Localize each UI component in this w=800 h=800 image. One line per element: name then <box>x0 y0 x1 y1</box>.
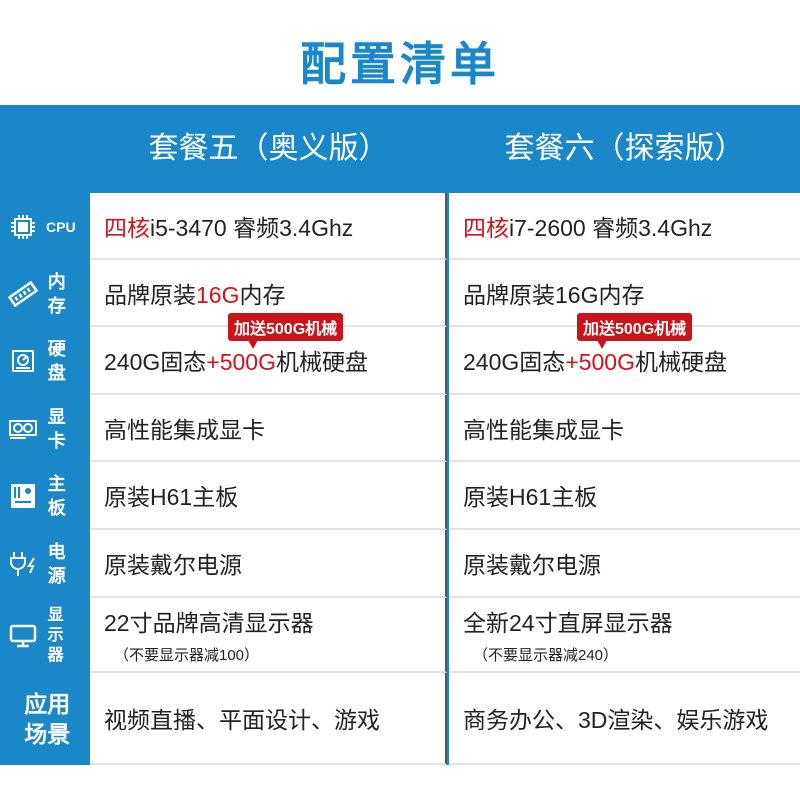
cell-text: 商务办公、3D渲染、娱乐游戏 <box>463 707 769 733</box>
cell-text: 高性能集成显卡 <box>463 416 624 443</box>
package-5-cell: 原装H61主板 <box>90 462 447 530</box>
cell-text: 原装H61主板 <box>463 484 598 510</box>
cell-text: 品牌原装16G内存 <box>463 281 645 308</box>
hard-disk-icon <box>0 349 46 373</box>
row-label: 主板 <box>47 474 66 518</box>
motherboard-icon <box>0 483 46 509</box>
package-5-cell: 视频直播、平面设计、游戏 <box>90 673 447 765</box>
cell-note: （不要显示器减100） <box>114 647 260 664</box>
row-label: 内存 <box>47 271 66 316</box>
spec-row: 应用场景 视频直播、平面设计、游戏 商务办公、3D渲染、娱乐游戏 <box>0 673 800 765</box>
cell-highlight: 四核 <box>463 214 509 241</box>
package-5-cell: 高性能集成显卡 <box>90 395 447 462</box>
spec-row: 显卡 高性能集成显卡 高性能集成显卡 <box>0 395 800 462</box>
row-label: 显卡 <box>47 406 66 451</box>
row-header: 硬盘 <box>0 327 90 395</box>
row-header: 电源 <box>0 530 90 598</box>
cell-text: 240G固态 <box>463 349 566 375</box>
cell-text: 机械硬盘 <box>634 349 727 375</box>
cell-text: 240G固态 <box>104 349 207 375</box>
cell-text: 原装戴尔电源 <box>463 552 601 578</box>
cell-highlight: +500G <box>565 349 635 375</box>
row-header: 显卡 <box>0 395 90 462</box>
package-5-cell: 22寸品牌高清显示器 （不要显示器减100） <box>90 598 447 673</box>
cell-text: i5-3470 睿频3.4Ghz <box>150 214 354 241</box>
row-header: 主板 <box>0 462 90 530</box>
row-label: 显示器 <box>47 606 64 664</box>
package-6-cell: 原装戴尔电源 <box>449 530 800 598</box>
cell-text: i7-2600 睿频3.4Ghz <box>509 214 713 241</box>
package-5-cell: 原装戴尔电源 <box>90 530 447 598</box>
cell-text: 全新24寸直屏显示器 <box>463 610 673 636</box>
package-6-cell: 全新24寸直屏显示器 （不要显示器减240） <box>449 598 800 673</box>
cpu-icon <box>0 214 46 240</box>
column-header-package-6: 套餐六（探索版） <box>504 132 745 165</box>
monitor-icon <box>0 623 46 649</box>
ram-icon <box>0 280 46 307</box>
cell-text: 原装戴尔电源 <box>104 552 242 578</box>
row-header: 内存 <box>0 260 90 327</box>
row-header: 显示器 <box>0 598 90 673</box>
spec-row: 电源 原装戴尔电源 原装戴尔电源 <box>0 530 800 598</box>
row-header: 应用场景 <box>0 673 90 765</box>
package-5-cell: 四核i5-3470 睿频3.4Ghz <box>90 193 447 260</box>
cell-text: 视频直播、平面设计、游戏 <box>104 707 380 733</box>
package-6-cell: 商务办公、3D渲染、娱乐游戏 <box>449 673 800 765</box>
cell-text: 内存 <box>239 281 286 308</box>
row-label: 电源 <box>47 542 66 586</box>
cell-text: 品牌原装 <box>104 281 196 308</box>
package-6-cell: 四核i7-2600 睿频3.4Ghz <box>449 193 800 260</box>
cell-text: 高性能集成显卡 <box>104 416 265 443</box>
cell-text: 机械硬盘 <box>275 349 368 375</box>
row-header: CPU <box>0 193 90 260</box>
package-6-cell: 品牌原装16G内存 <box>449 260 800 327</box>
spec-row: 硬盘 240G固态+500G机械硬盘 240G固态+500G机械硬盘 加送500G… <box>0 313 800 395</box>
column-header-package-5: 套餐五（奥义版） <box>148 132 389 165</box>
gift-badge: 加送500G机械 <box>577 313 693 349</box>
row-label: CPU <box>46 218 76 235</box>
spec-row: 主板 原装H61主板 原装H61主板 <box>0 462 800 530</box>
spec-row: CPU 四核i5-3470 睿频3.4Ghz 四核i7-2600 睿频3.4Gh… <box>0 193 800 260</box>
graphics-card-icon <box>0 418 46 440</box>
cell-highlight: 四核 <box>104 214 150 241</box>
gift-badge: 加送500G机械 <box>228 313 344 349</box>
cell-note: （不要显示器减240） <box>473 647 619 664</box>
page-title: 配置清单 <box>300 38 500 90</box>
package-6-cell: 高性能集成显卡 <box>449 395 800 462</box>
row-label: 硬盘 <box>47 339 66 383</box>
row-label: 应用场景 <box>24 691 71 747</box>
cell-highlight: +500G <box>206 349 276 375</box>
cell-highlight: 16G <box>196 281 240 308</box>
package-6-cell: 原装H61主板 <box>449 462 800 530</box>
cell-text: 22寸品牌高清显示器 <box>104 610 314 636</box>
power-plug-icon <box>0 550 46 578</box>
cell-text: 原装H61主板 <box>104 484 239 510</box>
spec-row: 显示器 22寸品牌高清显示器 （不要显示器减100） 全新24寸直屏显示器 （不要显… <box>0 598 800 673</box>
